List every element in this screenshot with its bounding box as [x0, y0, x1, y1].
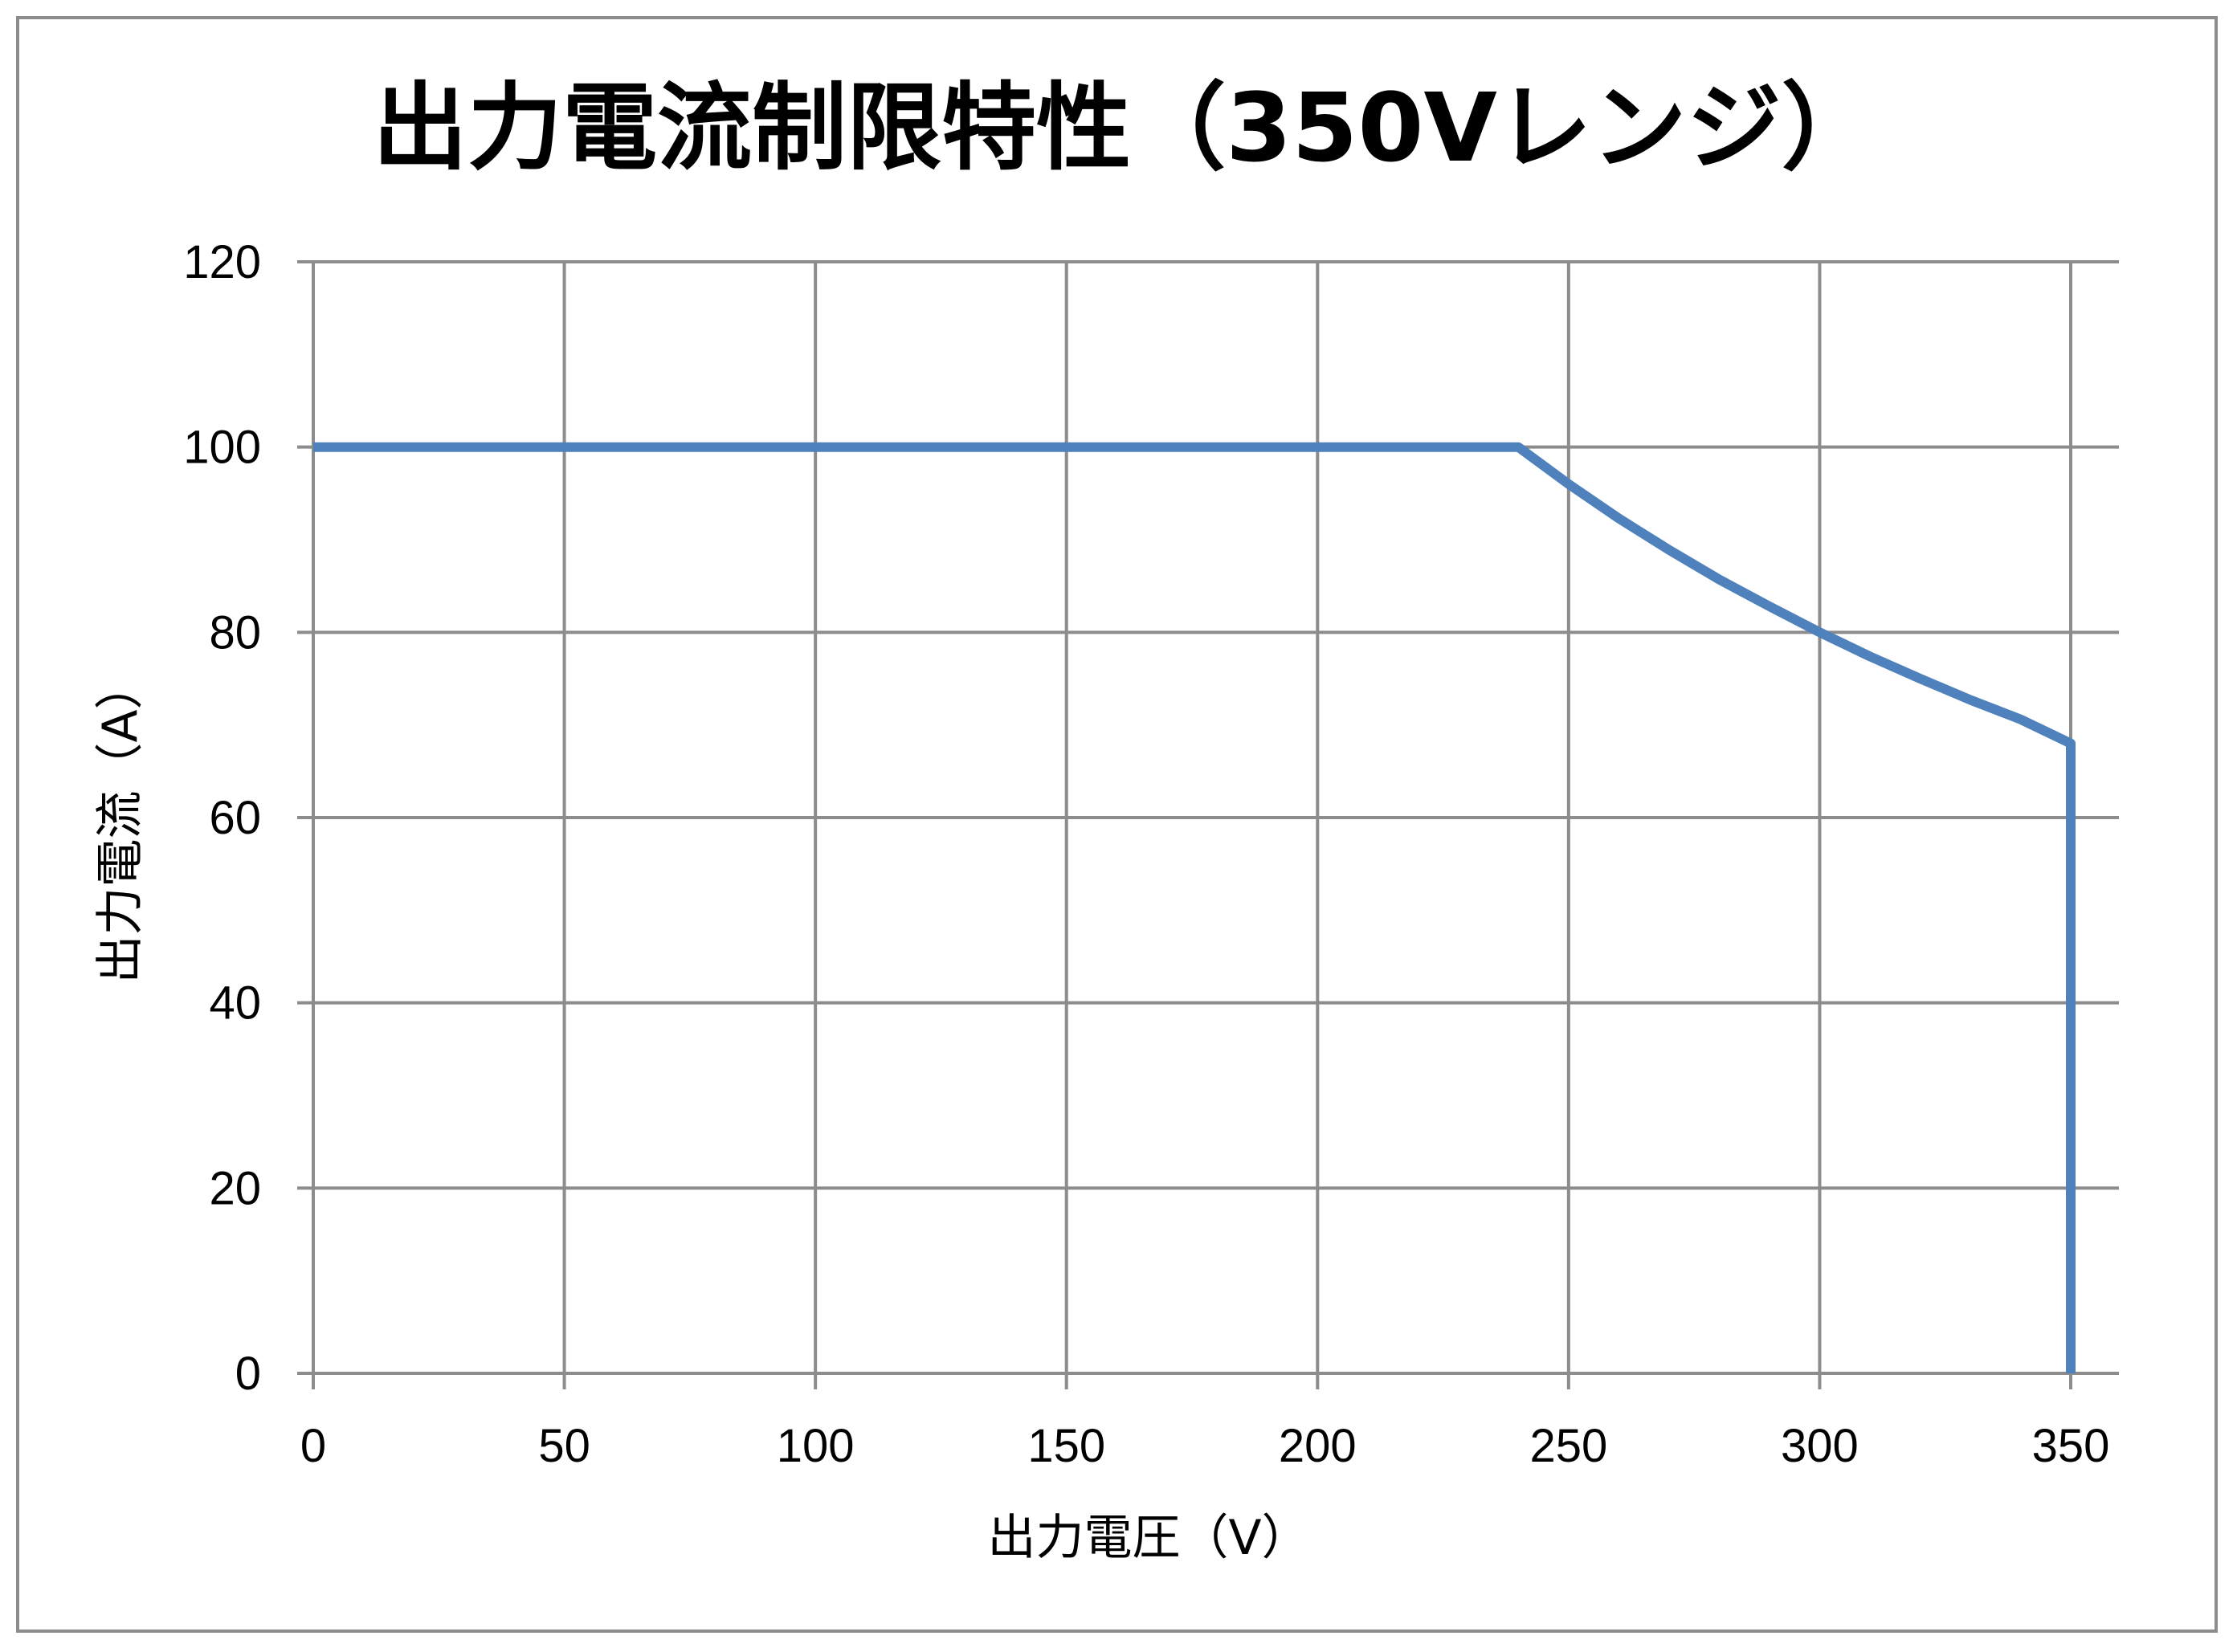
series-line — [313, 442, 2076, 1373]
y-tick-label: 100 — [183, 422, 261, 474]
x-axis-label: 出力電圧（V） — [987, 1510, 1309, 1566]
x-tick-label: 0 — [300, 1420, 326, 1472]
x-tick-label: 300 — [1781, 1420, 1859, 1472]
x-tick-label: 350 — [2032, 1420, 2110, 1472]
grid-layer — [297, 260, 2119, 1389]
series-layer — [313, 442, 2076, 1373]
x-tick-label: 250 — [1529, 1420, 1607, 1472]
chart-title: 出力電流制限特性（350Vレンジ） — [373, 72, 1876, 183]
x-tick-label: 50 — [538, 1420, 590, 1472]
y-tick-label: 80 — [209, 606, 261, 659]
y-tick-label: 120 — [183, 236, 261, 288]
y-axis-label: 出力電流（A） — [92, 661, 149, 983]
y-tick-label: 0 — [235, 1348, 261, 1400]
y-tick-label: 20 — [209, 1162, 261, 1214]
ticks-layer: 0 20 40 60 80 100 120 0 50 100 150 200 250 300 350 — [183, 236, 2109, 1472]
y-tick-label: 60 — [209, 792, 261, 844]
x-tick-label: 200 — [1279, 1420, 1357, 1472]
y-tick-label: 40 — [209, 977, 261, 1030]
x-tick-label: 100 — [777, 1420, 855, 1472]
chart-frame — [16, 16, 2218, 1633]
x-tick-label: 150 — [1027, 1420, 1105, 1472]
